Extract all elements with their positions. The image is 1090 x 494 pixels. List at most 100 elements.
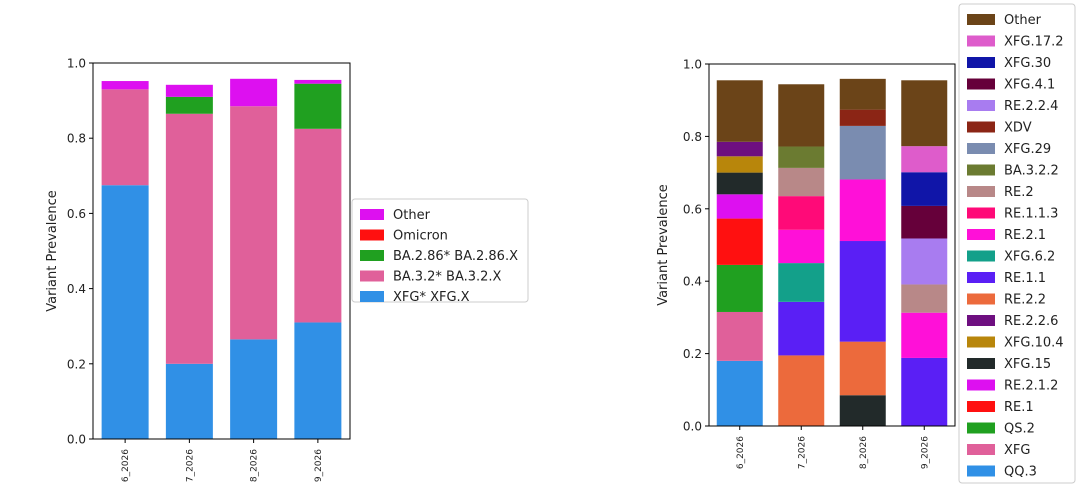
x-tick-label: 8_2026 [250, 449, 260, 482]
y-tick-label: 0.4 [683, 275, 702, 289]
bar-segment [716, 156, 763, 173]
bar-segment [165, 113, 213, 364]
bar-segment [716, 194, 763, 219]
bar-segment [778, 167, 825, 197]
legend-swatch [967, 444, 995, 455]
legend-label: XFG* XFG.X [393, 290, 470, 305]
legend-label: RE.2.1.2 [1004, 379, 1058, 394]
y-axis-label: Variant Prevalence [45, 190, 60, 312]
bar-segment [901, 238, 948, 285]
bar-segment [901, 284, 948, 313]
legend-label: RE.2.2.4 [1004, 99, 1058, 114]
y-tick-label: 0.2 [67, 357, 86, 371]
bar-segment [230, 78, 278, 107]
bar-segment [716, 264, 763, 312]
legend-label: RE.1.1.3 [1004, 207, 1058, 222]
bar-segment [901, 172, 948, 206]
legend-label: XFG.6.2 [1004, 250, 1055, 265]
legend-swatch [967, 14, 995, 25]
y-tick-label: 0.8 [67, 132, 86, 146]
y-tick-label: 0.0 [683, 420, 702, 434]
x-tick-label: 7_2026 [185, 449, 195, 482]
legend-swatch [967, 465, 995, 477]
axes-frame [708, 63, 956, 427]
x-tick-label: 9_2026 [314, 449, 324, 482]
legend-label: BA.2.86* BA.2.86.X [393, 249, 518, 264]
legend-swatch [360, 291, 384, 302]
bar-segment [716, 141, 763, 157]
bar-segment [778, 146, 825, 168]
chart-2: 6_2026 7_2026 8_2026 9_2026 0.0 0.2 0.4 0.6 0.8 1… [656, 3, 1076, 484]
bar-segment [230, 106, 278, 340]
bar-segment [839, 341, 886, 396]
bar-segment [778, 355, 825, 426]
bar-segment [101, 81, 149, 90]
legend-swatch [967, 422, 995, 434]
legend-label: XFG [1004, 443, 1030, 458]
legend-label: QS.2 [1004, 422, 1035, 437]
legend-label: XFG.17.2 [1004, 35, 1064, 50]
x-tick-label: 9_2026 [920, 436, 930, 469]
bar-segment [839, 125, 886, 180]
bar-segment [716, 360, 763, 426]
legend-swatch [360, 270, 384, 282]
y-tick-label: 0.0 [67, 433, 86, 447]
bar-segment [901, 146, 948, 173]
bar-segment [901, 80, 948, 147]
y-tick-label: 0.2 [683, 347, 702, 361]
legend-swatch [967, 401, 995, 412]
legend-swatch [967, 121, 995, 133]
bar-segment [716, 218, 763, 265]
legend-label: RE.2.2 [1004, 293, 1046, 308]
bar-segment [716, 80, 763, 142]
y-tick-label: 1.0 [683, 58, 702, 72]
legend-swatch [967, 315, 995, 326]
legend-swatch [967, 78, 995, 90]
x-tick-label: 7_2026 [797, 436, 807, 469]
legend-label: RE.2 [1004, 185, 1034, 200]
legend-swatch [967, 207, 995, 219]
bar-segment [839, 78, 886, 110]
x-tick-label: 6_2026 [121, 449, 131, 482]
bar-segment [294, 83, 342, 129]
y-axis-label: Variant Prevalence [656, 184, 671, 306]
legend-label: Other [393, 208, 431, 223]
legend-label: XFG.15 [1004, 357, 1051, 372]
y-tick-label: 0.6 [67, 207, 86, 221]
legend-label: RE.1.1 [1004, 271, 1046, 286]
bar-segment [839, 395, 886, 426]
legend-swatch [967, 57, 995, 68]
legend-swatch [967, 164, 995, 176]
x-tick-label: 6_2026 [736, 436, 746, 469]
bar-segment [778, 229, 825, 264]
bar-segment [839, 179, 886, 242]
bar-segment [165, 96, 213, 114]
legend-label: XDV [1004, 121, 1032, 136]
legend-swatch [360, 229, 384, 241]
legend-swatch [967, 143, 995, 154]
legend-label: Omicron [393, 229, 448, 244]
bar-segment [901, 312, 948, 358]
legend-swatch [360, 209, 384, 220]
bar-segment [716, 172, 763, 195]
legend-label: Other [1004, 13, 1042, 28]
legend-swatch [967, 379, 995, 391]
legend-swatch [967, 272, 995, 283]
legend-swatch [967, 358, 995, 369]
legend-label: XFG.30 [1004, 56, 1051, 71]
bar-segment [294, 128, 342, 323]
bar-segment [101, 185, 149, 439]
bar-segment [230, 339, 278, 439]
bar-segment [716, 311, 763, 361]
legend-box [351, 198, 529, 303]
legend-label: XFG.4.1 [1004, 78, 1055, 93]
legend-swatch [967, 293, 995, 305]
y-tick-label: 0.4 [67, 282, 86, 296]
legend-swatch [360, 250, 384, 261]
bar-segment [294, 322, 342, 439]
legend-label: RE.1 [1004, 400, 1034, 415]
legend-label: QQ.3 [1004, 465, 1037, 480]
y-tick-label: 0.8 [683, 130, 702, 144]
